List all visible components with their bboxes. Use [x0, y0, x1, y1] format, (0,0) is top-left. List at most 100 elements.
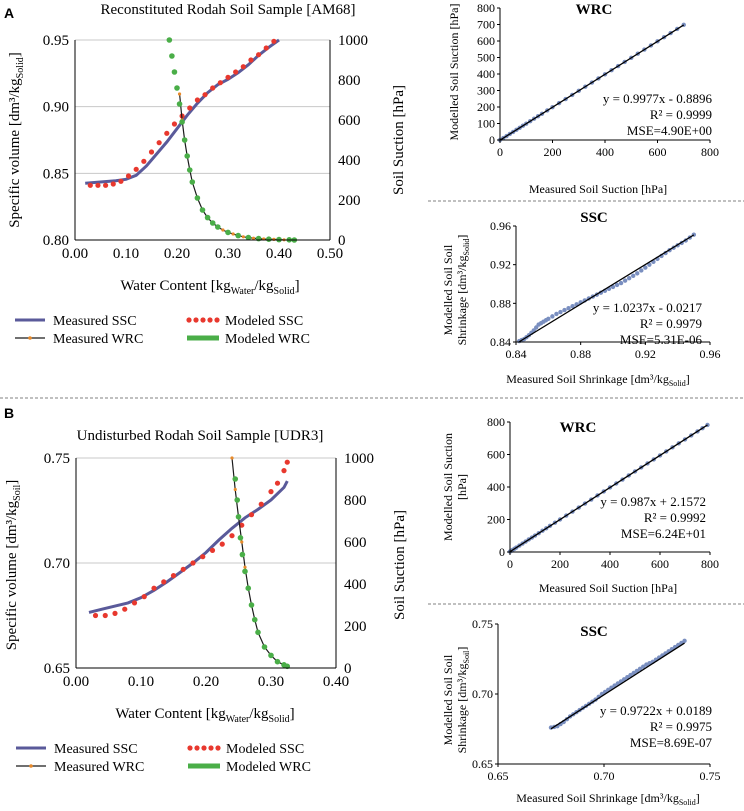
series-measured-ssc [85, 38, 280, 185]
point-modeled-ssc [194, 97, 200, 103]
x-axis-label-part: Water Content [kg [115, 706, 226, 722]
y-tick-label: 300 [477, 84, 495, 98]
point-modeled-ssc [171, 121, 178, 127]
trendline [509, 424, 708, 553]
scatter-point [643, 265, 648, 270]
point-modeled-ssc [248, 512, 255, 518]
y2-tick-label: 200 [344, 619, 367, 635]
y2-tick-label: 1000 [338, 33, 368, 49]
point-modeled-wrc [179, 119, 185, 125]
annotation-line: y = 1.0237x - 0.0217 [593, 300, 703, 315]
y-tick-label: 0.95 [43, 33, 69, 49]
y-tick-label: 800 [477, 1, 495, 15]
point-modeled-wrc [235, 514, 242, 520]
x-axis-label-sub: Water [226, 714, 250, 725]
legend: Measured SSC Modeled SSC Measured WRC Model… [15, 314, 310, 347]
x-axis-label-sub: Water [231, 286, 255, 297]
x-tick-label: 0.70 [594, 769, 615, 783]
annotation-line: MSE=4.90E+00 [627, 123, 712, 138]
chart-title: SSC [580, 624, 608, 640]
point-modeled-wrc [248, 602, 255, 608]
x-axis-label-part: ] [295, 278, 300, 294]
y-axis-label: Specific volume [dm³/kgSoil] [4, 480, 23, 651]
point-modeled-ssc [103, 182, 109, 188]
legend-label: Modeled WRC [226, 760, 311, 775]
y-tick-label: 400 [477, 67, 495, 81]
chart-title: Reconstituted Rodah Soil Sample [AM68] [101, 2, 356, 18]
annotation-line: y = 0.987x + 2.1572 [600, 494, 706, 509]
y-axis-label-part: ] [455, 235, 469, 239]
point-modeled-ssc [156, 140, 162, 146]
point-modeled-ssc [239, 522, 245, 528]
y-axis-label: Modelled Soil Suction [hPa] [447, 4, 461, 141]
point-modeled-ssc [281, 468, 287, 474]
point-modeled-wrc [245, 585, 252, 591]
legend-swatch-modeled-ssc [207, 317, 213, 323]
point-modeled-wrc [194, 195, 201, 201]
y-tick-label: 600 [487, 448, 505, 462]
y-axis-label-part: Shrinkage [dm³/kg [455, 255, 469, 345]
x-tick-label: 0.40 [266, 246, 292, 262]
y-tick-label: 0.96 [490, 219, 511, 233]
chart-title: SSC [580, 210, 608, 226]
scatter-point [647, 262, 652, 267]
y-axis-label-sub: Soil [462, 650, 471, 664]
y2-axis-label: Soil Suction [hPa] [391, 85, 407, 195]
x-tick-label: 0.75 [700, 769, 721, 783]
x-tick-label: 0.50 [317, 246, 343, 262]
panel-label-b: B [4, 405, 14, 421]
point-modeled-ssc [274, 480, 281, 486]
point-modeled-ssc [268, 489, 274, 495]
point-modeled-wrc [268, 652, 274, 659]
point-modeled-wrc [261, 644, 268, 650]
point-modeled-ssc [118, 178, 124, 184]
y-axis-label-part: Specific volume [dm³/kg [7, 78, 23, 228]
legend-swatch-modeled-ssc [193, 317, 199, 323]
x-tick-label: 0.00 [63, 674, 89, 690]
legend-label: Measured SSC [53, 314, 137, 329]
x-axis-label: Water Content [kgWater/kgSolid] [120, 278, 299, 297]
point-modeled-wrc [245, 234, 252, 241]
y2-tick-label: 0 [338, 233, 346, 249]
y-tick-label: 800 [487, 415, 505, 429]
scatter-point [639, 268, 644, 273]
point-modeled-wrc [255, 235, 262, 242]
y2-tick-label: 600 [344, 535, 367, 551]
y-tick-label: 700 [477, 18, 495, 32]
x-tick-label: 600 [651, 557, 669, 571]
scatter-point [635, 271, 640, 276]
point-modeled-ssc [141, 158, 147, 164]
point-modeled-ssc [95, 182, 101, 188]
chart-title: WRC [560, 420, 597, 436]
point-modeled-ssc [170, 573, 177, 579]
y-tick-label: 0.90 [43, 100, 69, 116]
x-axis-label-part: /kg [249, 706, 269, 722]
scatter-point [682, 638, 687, 643]
scatter-point [546, 316, 551, 321]
trendline [518, 234, 695, 343]
y-tick-label: 100 [477, 117, 495, 131]
y-axis-label-part: Shrinkage [dm³/kg [455, 663, 469, 753]
y-tick-label: 600 [477, 34, 495, 48]
scatter-point [618, 280, 624, 286]
y-axis-label-line1: Modelled Soil Soil [441, 654, 455, 745]
point-measured-wrc [221, 228, 225, 232]
point-measured-wrc [272, 237, 276, 241]
point-modeled-ssc [258, 501, 264, 507]
scatter-point [534, 325, 539, 330]
x-tick-label: 0 [507, 557, 513, 571]
annotation-line: R² = 0.9992 [644, 510, 706, 525]
annotation-line: MSE=5.31E-06 [620, 332, 703, 347]
y-tick-label: 200 [487, 513, 505, 527]
legend-swatch-modeled-ssc [208, 745, 214, 751]
y-axis-label-line2: Shrinkage [dm³/kgSolid] [455, 235, 471, 346]
y-axis-label-line1: Modelled Soil Soil [441, 244, 455, 335]
y-tick-label: 0.65 [44, 661, 70, 677]
chart-title: WRC [576, 2, 613, 18]
x-axis-label-part: Measured Soil Shrinkage [dm³/kg [506, 372, 669, 386]
legend-label: Measured SSC [54, 742, 138, 757]
series-measured-wrc [231, 457, 288, 667]
y2-tick-label: 400 [338, 153, 361, 169]
y-tick-label: 0.75 [44, 451, 70, 467]
